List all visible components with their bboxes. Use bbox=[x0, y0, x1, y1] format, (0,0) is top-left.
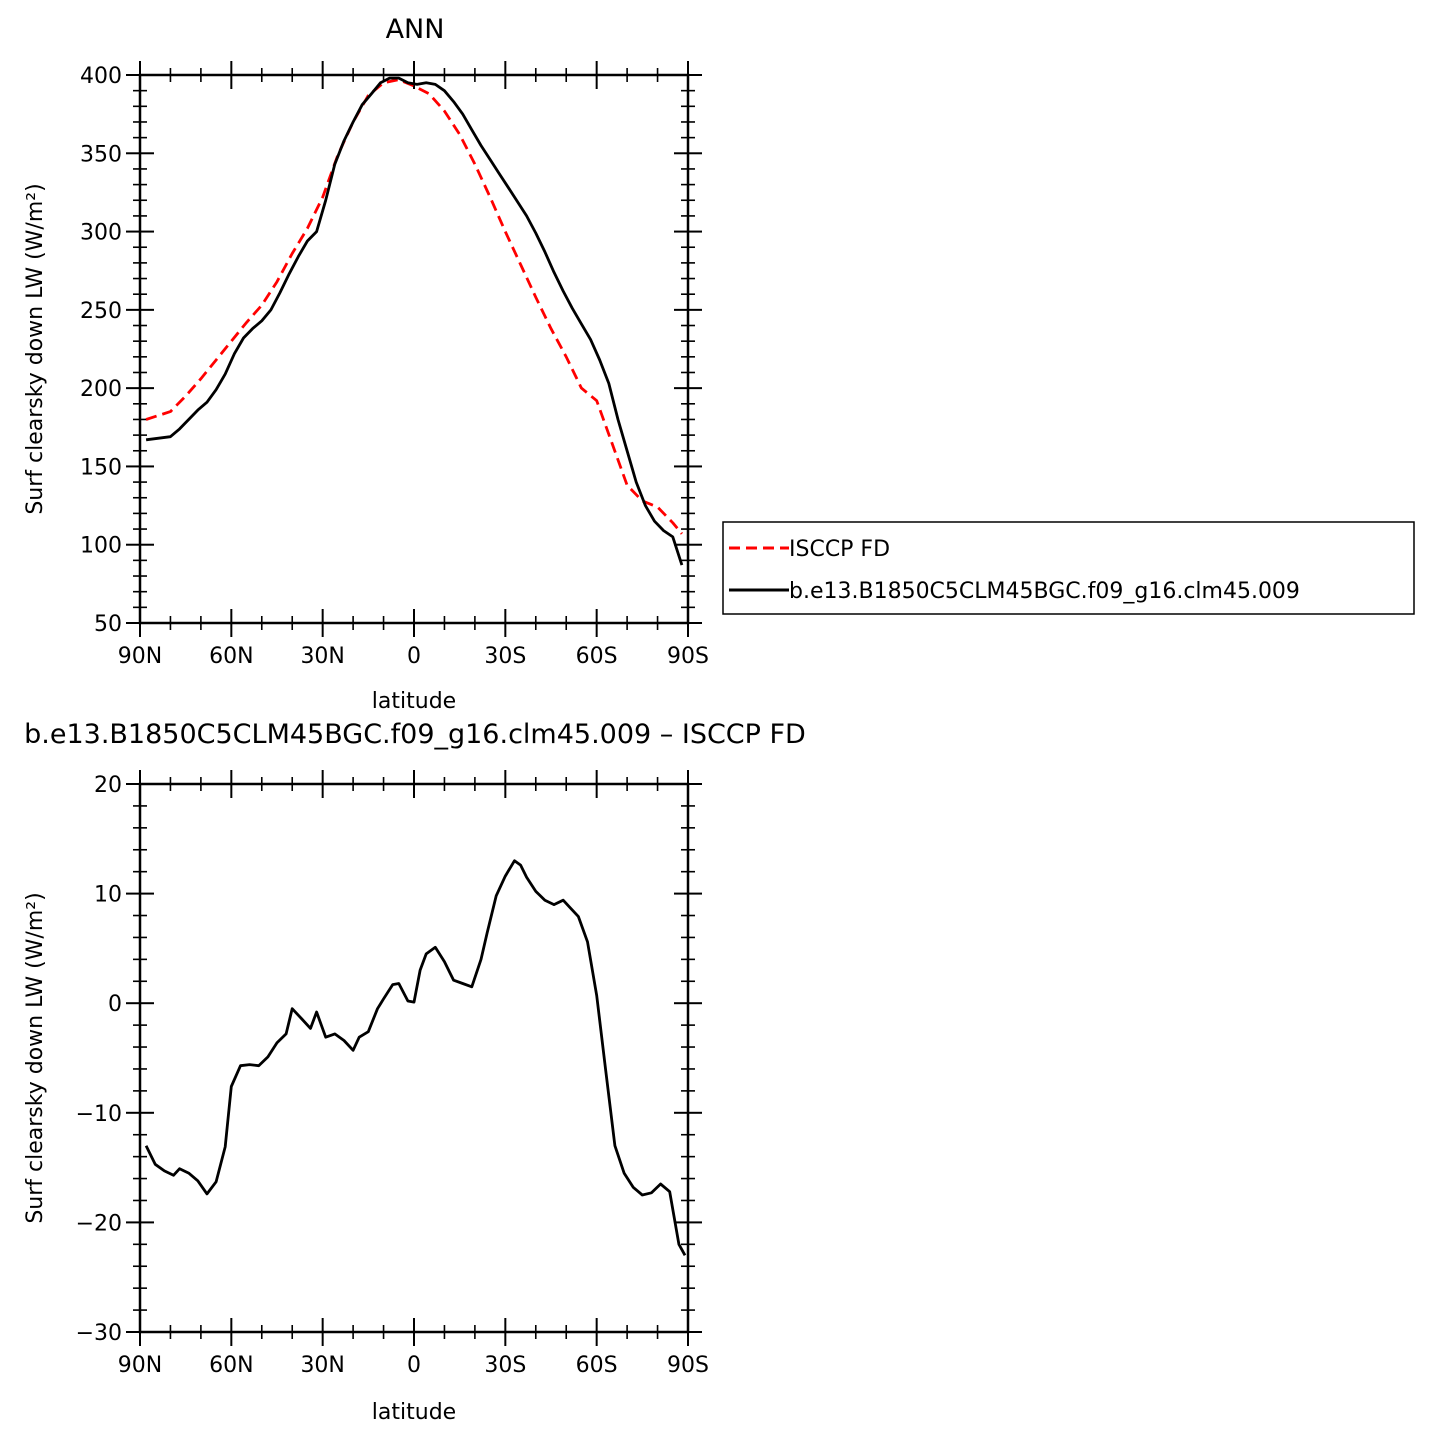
top-y-tick-label: 350 bbox=[80, 142, 122, 167]
bottom-plot-frame bbox=[138, 782, 690, 1334]
top-panel-ylabel: Surf clearsky down LW (W/m²) bbox=[23, 183, 48, 514]
bottom-y-tick-label: 20 bbox=[94, 773, 122, 798]
top-panel-series bbox=[145, 76, 684, 566]
bottom-x-tick-label: 60N bbox=[209, 1353, 253, 1378]
top-y-tick-label: 250 bbox=[80, 299, 122, 324]
top-x-tick-label: 60N bbox=[209, 644, 253, 669]
legend-box bbox=[722, 521, 1415, 615]
bottom-panel-ticks: 90N 60N 30N 0 30S 60S 90S −30 −20 −10 0 10 20 bbox=[76, 770, 709, 1378]
top-panel-xlabel: latitude bbox=[372, 689, 456, 714]
bottom-y-tick-label: −10 bbox=[76, 1102, 122, 1127]
bottom-y-tick-label: 0 bbox=[108, 992, 122, 1017]
top-x-tick-label: 30S bbox=[484, 644, 526, 669]
top-x-tick-label: 90N bbox=[118, 644, 162, 669]
bottom-panel-title: b.e13.B1850C5CLM45BGC.f09_g16.clm45.009 … bbox=[24, 719, 806, 750]
legend: ISCCP FD b.e13.B1850C5CLM45BGC.f09_g16.c… bbox=[722, 521, 1415, 615]
top-plot-frame bbox=[138, 73, 690, 625]
top-y-tick-label: 300 bbox=[80, 221, 122, 246]
top-x-tick-label: 30N bbox=[300, 644, 344, 669]
obs-series-line bbox=[145, 78, 683, 535]
top-y-tick-label: 50 bbox=[94, 612, 122, 637]
bottom-y-tick-label: −30 bbox=[76, 1321, 122, 1346]
legend-label-model: b.e13.B1850C5CLM45BGC.f09_g16.clm45.009 bbox=[789, 579, 1300, 604]
bottom-x-tick-label: 60S bbox=[576, 1353, 618, 1378]
bottom-panel: b.e13.B1850C5CLM45BGC.f09_g16.clm45.009 … bbox=[23, 719, 806, 1425]
top-x-tick-label: 90S bbox=[667, 644, 709, 669]
top-panel: ANN 90N 60N 30N 0 30S 60S 90S 50 100 150 200 250 300… bbox=[23, 14, 709, 714]
top-panel-ticks: 90N 60N 30N 0 30S 60S 90S 50 100 150 200 250 300 350 4… bbox=[80, 61, 709, 669]
top-panel-title: ANN bbox=[386, 14, 445, 45]
top-x-tick-label: 60S bbox=[576, 644, 618, 669]
bottom-y-tick-label: 10 bbox=[94, 883, 122, 908]
bottom-x-tick-label: 0 bbox=[407, 1353, 421, 1378]
bottom-x-tick-label: 90S bbox=[667, 1353, 709, 1378]
bottom-x-tick-label: 30S bbox=[484, 1353, 526, 1378]
bottom-panel-ylabel: Surf clearsky down LW (W/m²) bbox=[23, 892, 48, 1223]
legend-label-obs: ISCCP FD bbox=[789, 537, 890, 562]
top-y-tick-label: 400 bbox=[80, 64, 122, 89]
difference-series-line bbox=[144, 859, 687, 1256]
bottom-panel-xlabel: latitude bbox=[372, 1400, 456, 1425]
top-y-tick-label: 200 bbox=[80, 377, 122, 402]
bottom-y-tick-label: −20 bbox=[76, 1211, 122, 1236]
bottom-x-tick-label: 90N bbox=[118, 1353, 162, 1378]
bottom-panel-series bbox=[144, 859, 687, 1256]
model-series-line bbox=[145, 76, 684, 566]
top-y-tick-label: 100 bbox=[80, 534, 122, 559]
top-y-tick-label: 150 bbox=[80, 455, 122, 480]
bottom-x-tick-label: 30N bbox=[300, 1353, 344, 1378]
top-x-tick-label: 0 bbox=[407, 644, 421, 669]
